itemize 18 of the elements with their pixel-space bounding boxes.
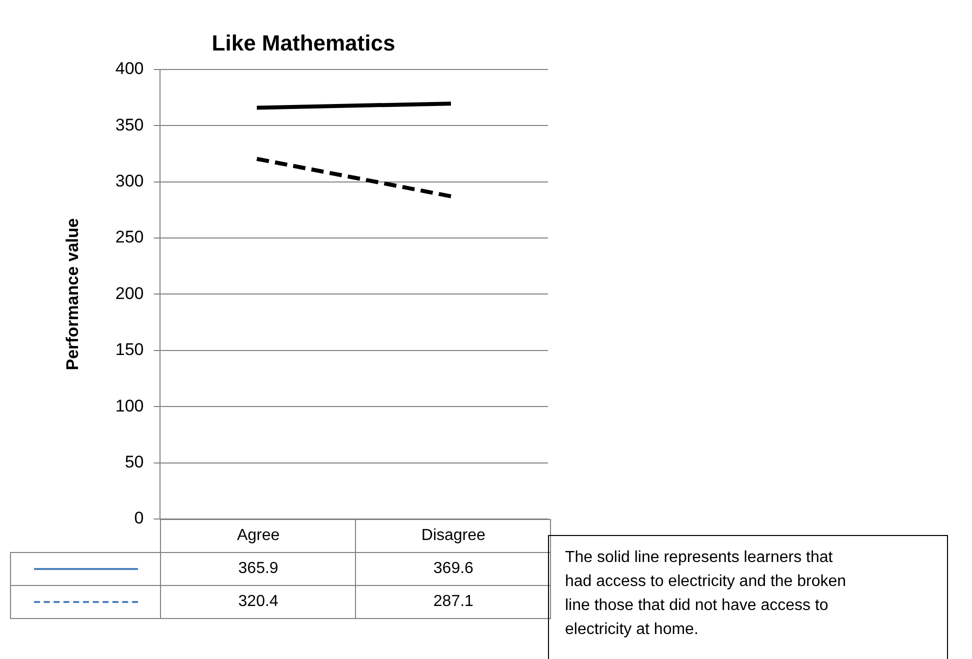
data-label: 365.9 [160, 552, 356, 586]
text: The solid line represents learners that had access to electricity and the broken line those that did not have access to electricity at home. [548, 535, 948, 659]
y-axis-title: Performance value [62, 218, 82, 370]
y-tick-label: 400 [115, 59, 144, 78]
y-tick-label: 300 [115, 171, 144, 190]
y-tick-label: 200 [115, 284, 144, 303]
y-tick-label: 50 [124, 452, 144, 472]
x-tick-label: Disagree [356, 520, 551, 552]
data-label: 369.6 [356, 552, 551, 586]
y-tick-label: 350 [115, 115, 144, 134]
y-tick-label: 0 [134, 508, 144, 528]
chart-title: Like Mathematics [212, 30, 396, 56]
x-tick-label: Agree [160, 520, 356, 552]
y-tick-label: 150 [115, 340, 144, 360]
y-tick-label: 100 [115, 396, 144, 416]
data-label: 287.1 [356, 586, 551, 618]
data-label: 320.4 [160, 586, 356, 618]
y-tick-label: 250 [115, 228, 144, 247]
